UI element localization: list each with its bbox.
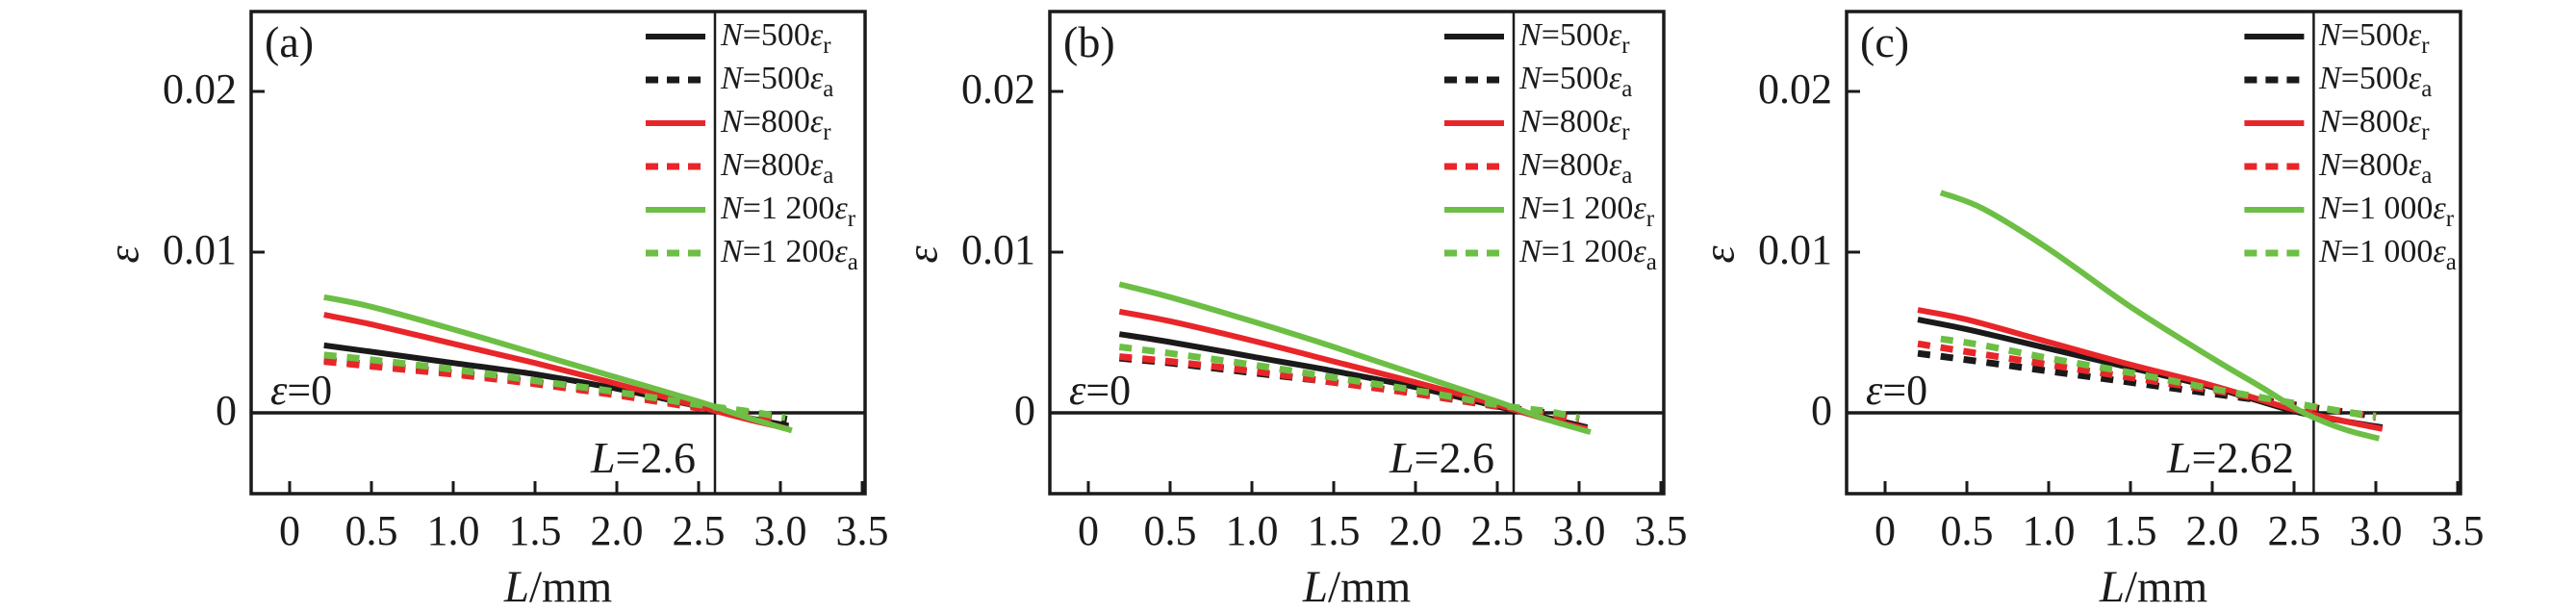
- x-tick-label: 3.0: [753, 507, 807, 554]
- legend-item: N=800εr: [1519, 104, 1630, 145]
- legend-item: N=800εr: [721, 104, 831, 145]
- panel-label-b: (b): [1063, 17, 1115, 66]
- legend-item: N=500εa: [2319, 61, 2433, 102]
- x-tick-label: 2.0: [2185, 507, 2239, 554]
- x-tick-label: 0.5: [344, 507, 398, 554]
- y-tick-label: 0: [1014, 387, 1035, 434]
- x-axis-title: L/mm: [503, 562, 613, 612]
- legend-item: N=1 200εa: [721, 234, 858, 275]
- legend-item: N=1 200εr: [721, 191, 856, 232]
- x-tick-label: 2.5: [2267, 507, 2321, 554]
- legend-item: N=1 200εr: [1519, 191, 1655, 232]
- curve-b-N=1 200εr: [1118, 281, 1592, 435]
- y-tick-label: 0: [1811, 387, 1832, 434]
- curve-c-N=800εa: [1917, 340, 2377, 421]
- curve-c-N=1 000εa: [1940, 335, 2377, 420]
- x-tick-label: 0: [1078, 507, 1099, 554]
- epsilon-zero-annotation: ε=0: [270, 367, 333, 414]
- legend-item: N=500εr: [721, 17, 831, 59]
- x-tick-label: 1.0: [1225, 507, 1279, 554]
- y-tick-label: 0: [216, 387, 237, 434]
- curve-b-N=1 200εa: [1118, 344, 1580, 421]
- panel-label-a: (a): [265, 17, 315, 66]
- x-tick-label: 1.5: [2104, 507, 2157, 554]
- panel-label-c: (c): [1860, 17, 1910, 66]
- x-tick-label: 3.5: [1634, 507, 1688, 554]
- legend-item: N=800εr: [2319, 104, 2430, 145]
- curve-c-N=1 000εr: [1939, 190, 2381, 442]
- epsilon-zero-annotation: ε=0: [1866, 367, 1928, 414]
- legend-item: N=500εa: [721, 61, 834, 102]
- x-tick-label: 2.0: [1389, 507, 1442, 554]
- curve-a-N=1 200εr: [323, 294, 793, 434]
- x-tick-label: 2.5: [672, 507, 726, 554]
- legend-item: N=1 000εr: [2319, 191, 2455, 232]
- legend-item: N=1 200εa: [1519, 234, 1657, 275]
- x-tick-label: 0.5: [1143, 507, 1197, 554]
- vline-annotation: L=2.62: [2166, 433, 2294, 482]
- x-tick-label: 2.0: [590, 507, 644, 554]
- legend-item: N=1 000εa: [2319, 234, 2457, 275]
- curve-a-N=1 200εa: [323, 351, 786, 421]
- curve-c-N=800εr: [1917, 307, 2384, 432]
- x-tick-label: 1.0: [426, 507, 480, 554]
- vline-annotation: L=2.6: [1389, 433, 1494, 482]
- x-tick-label: 0: [279, 507, 300, 554]
- x-tick-label: 0: [1875, 507, 1896, 554]
- x-tick-label: 3.5: [2431, 507, 2485, 554]
- x-tick-label: 3.5: [835, 507, 889, 554]
- x-tick-label: 1.5: [1307, 507, 1361, 554]
- vline-annotation: L=2.6: [590, 433, 696, 482]
- x-axis-title: L/mm: [2099, 562, 2208, 612]
- legend-item: N=800εa: [1519, 147, 1633, 189]
- y-tick-label: 0.02: [163, 65, 237, 113]
- y-tick-label: 0.01: [961, 226, 1035, 273]
- x-axis-title: L/mm: [1302, 562, 1412, 612]
- x-tick-label: 3.0: [1552, 507, 1606, 554]
- x-tick-label: 2.5: [1470, 507, 1524, 554]
- legend-item: N=500εr: [2319, 17, 2430, 59]
- legend-item: N=500εr: [1519, 17, 1630, 59]
- x-tick-label: 3.0: [2349, 507, 2403, 554]
- x-tick-label: 1.5: [508, 507, 562, 554]
- x-tick-label: 1.0: [2022, 507, 2076, 554]
- epsilon-zero-annotation: ε=0: [1069, 367, 1132, 414]
- legend-item: N=800εa: [721, 147, 834, 189]
- y-tick-label: 0.01: [163, 226, 237, 273]
- legend-item: N=500εa: [1519, 61, 1633, 102]
- y-tick-label: 0.02: [961, 65, 1035, 113]
- y-tick-label: 0.02: [1758, 65, 1832, 113]
- y-tick-label: 0.01: [1758, 226, 1832, 273]
- x-tick-label: 0.5: [1940, 507, 1994, 554]
- legend-item: N=800εa: [2319, 147, 2433, 189]
